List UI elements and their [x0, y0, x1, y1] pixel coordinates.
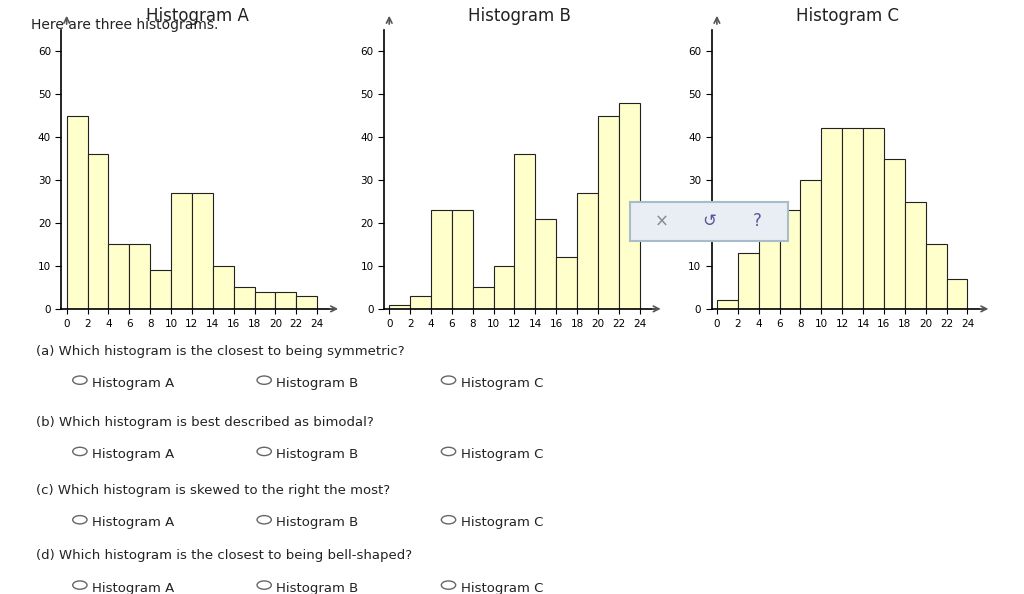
Bar: [884, 159, 905, 309]
Bar: [821, 128, 842, 309]
Text: (a) Which histogram is the closest to being symmetric?: (a) Which histogram is the closest to be…: [36, 345, 404, 358]
Bar: [296, 296, 317, 309]
Text: Histogram A: Histogram A: [92, 582, 174, 594]
Bar: [410, 296, 431, 309]
Text: Histogram C: Histogram C: [461, 516, 543, 529]
Title: Histogram A: Histogram A: [145, 7, 249, 26]
Text: Histogram C: Histogram C: [461, 377, 543, 390]
Bar: [191, 193, 213, 309]
Bar: [598, 116, 618, 309]
Bar: [905, 201, 926, 309]
Bar: [863, 128, 884, 309]
Bar: [946, 279, 968, 309]
Bar: [109, 245, 129, 309]
Bar: [171, 193, 191, 309]
Bar: [87, 154, 109, 309]
Bar: [67, 116, 87, 309]
Text: (b) Which histogram is best described as bimodal?: (b) Which histogram is best described as…: [36, 416, 374, 429]
Bar: [514, 154, 536, 309]
Text: Histogram C: Histogram C: [461, 448, 543, 461]
Bar: [759, 223, 779, 309]
Bar: [737, 253, 759, 309]
Bar: [255, 292, 275, 309]
Bar: [926, 245, 946, 309]
Bar: [494, 266, 514, 309]
Bar: [618, 103, 640, 309]
Bar: [801, 180, 821, 309]
Text: (d) Which histogram is the closest to being bell-shaped?: (d) Which histogram is the closest to be…: [36, 549, 412, 563]
Bar: [129, 245, 151, 309]
Text: ?: ?: [753, 212, 761, 230]
Text: ↺: ↺: [702, 212, 716, 230]
Bar: [556, 257, 578, 309]
Bar: [473, 287, 494, 309]
Bar: [842, 128, 863, 309]
Text: Histogram B: Histogram B: [276, 516, 358, 529]
Title: Histogram C: Histogram C: [796, 7, 899, 26]
Bar: [717, 301, 737, 309]
Text: (c) Which histogram is skewed to the right the most?: (c) Which histogram is skewed to the rig…: [36, 484, 390, 497]
Bar: [151, 270, 171, 309]
Text: Here are three histograms.: Here are three histograms.: [31, 18, 218, 32]
Text: Histogram C: Histogram C: [461, 582, 543, 594]
Text: Histogram A: Histogram A: [92, 516, 174, 529]
Bar: [536, 219, 556, 309]
Text: Histogram B: Histogram B: [276, 448, 358, 461]
Bar: [578, 193, 598, 309]
Title: Histogram B: Histogram B: [468, 7, 571, 26]
Bar: [213, 266, 233, 309]
Bar: [431, 210, 452, 309]
Text: Histogram B: Histogram B: [276, 582, 358, 594]
Bar: [275, 292, 296, 309]
Bar: [779, 210, 801, 309]
Text: Histogram A: Histogram A: [92, 377, 174, 390]
Text: Histogram B: Histogram B: [276, 377, 358, 390]
Bar: [389, 305, 410, 309]
Bar: [452, 210, 473, 309]
Text: ×: ×: [654, 212, 669, 230]
Bar: [233, 287, 255, 309]
Text: Histogram A: Histogram A: [92, 448, 174, 461]
